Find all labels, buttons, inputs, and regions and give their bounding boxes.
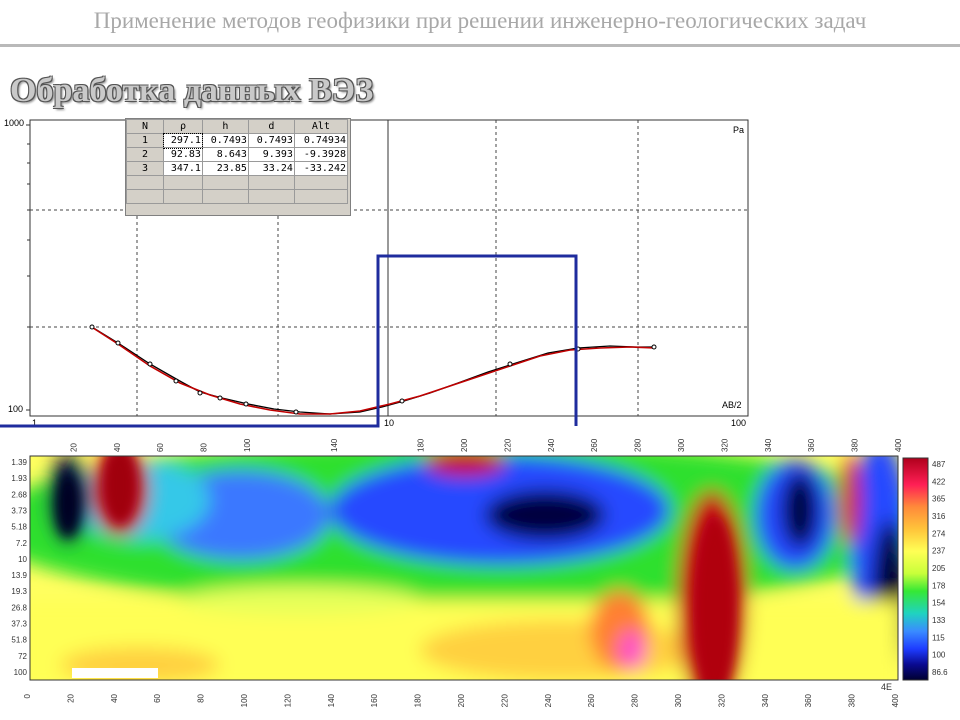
col-n: N	[126, 119, 164, 134]
table-row[interactable]: 3 347.1 23.85 33.24 -33.242	[126, 161, 349, 176]
sounding-tick-label: 80	[200, 443, 209, 452]
colorbar-tick-label: 154	[932, 599, 946, 608]
sounding-tick-label: 140	[330, 438, 339, 452]
distance-tick-label: 340	[761, 693, 770, 707]
header-title: Применение методов геофизики при решении…	[93, 8, 867, 33]
table-row-empty	[126, 189, 349, 204]
sounding-tick-label: 200	[460, 438, 469, 452]
col-d: d	[247, 119, 295, 134]
depth-tick-label: 3.73	[11, 506, 27, 515]
header-divider	[0, 44, 960, 47]
distance-tick-label: 0	[23, 693, 32, 698]
section-fill	[30, 456, 898, 680]
x-label-100: 100	[731, 418, 746, 428]
depth-tick-label: 51.8	[11, 636, 27, 645]
colorbar	[902, 457, 929, 681]
distance-tick-label: 400	[891, 693, 900, 707]
depth-tick-label: 13.9	[11, 571, 27, 580]
depth-tick-label: 37.3	[11, 620, 27, 629]
colorbar-tick-label: 487	[932, 460, 946, 469]
x-label-1: 1	[32, 418, 37, 428]
sounding-tick-label: 180	[417, 438, 426, 452]
distance-tick-label: 60	[153, 693, 162, 702]
depth-tick-label: 19.3	[11, 587, 27, 596]
sounding-tick-label: 320	[720, 438, 729, 452]
section-corner-text: 4E	[881, 682, 892, 692]
distance-tick-label: 220	[500, 693, 509, 707]
x-label-10: 10	[384, 418, 394, 428]
colorbar-tick-label: 422	[932, 477, 946, 486]
colorbar-tick-label: 365	[932, 495, 946, 504]
depth-axis: 1.39 1.93 2.68 3.73 5.18 7.2 10 13.9 19.3 26.8 37.…	[11, 458, 27, 677]
sounding-tick-label: 340	[764, 438, 773, 452]
colorbar-tick-label: 237	[932, 547, 946, 556]
depth-tick-label: 7.2	[16, 539, 28, 548]
distance-tick-label: 140	[327, 693, 336, 707]
sounding-tick-label: 260	[590, 438, 599, 452]
distance-tick-label: 120	[283, 693, 292, 707]
sounding-tick-label: 300	[677, 438, 686, 452]
distance-tick-label: 20	[66, 693, 75, 702]
distance-tick-label: 160	[370, 693, 379, 707]
colorbar-tick-label: 86.6	[932, 668, 948, 677]
col-h: h	[201, 119, 249, 134]
distance-tick-label: 80	[197, 693, 206, 702]
depth-tick-label: 10	[18, 555, 27, 564]
distance-tick-label: 280	[631, 693, 640, 707]
plot-y-ticks	[26, 124, 30, 411]
colorbar-tick-label: 274	[932, 529, 946, 538]
measured-points	[89, 324, 657, 415]
distance-tick-label: 180	[414, 693, 423, 707]
sounding-tick-label: 220	[503, 438, 512, 452]
model-curve	[89, 325, 656, 415]
curve-label: Pa	[733, 125, 744, 135]
x-axis-label: AB/2	[722, 400, 742, 410]
depth-tick-label: 100	[14, 668, 28, 677]
colorbar-tick-label: 178	[932, 581, 946, 590]
table-row-empty	[126, 175, 349, 190]
sounding-tick-label: 400	[894, 438, 903, 452]
distance-tick-label: 100	[240, 693, 249, 707]
col-rho: ρ	[163, 119, 203, 134]
depth-tick-label: 2.68	[11, 490, 27, 499]
distance-tick-label: 360	[804, 693, 813, 707]
colorbar-tick-label: 100	[932, 651, 946, 660]
sounding-tick-label: 360	[807, 438, 816, 452]
sounding-tick-label: 280	[634, 438, 643, 452]
distance-tick-label: 300	[674, 693, 683, 707]
distance-tick-label: 200	[457, 693, 466, 707]
depth-tick-label: 1.93	[11, 474, 27, 483]
distance-tick-label: 380	[848, 693, 857, 707]
sounding-tick-label: 60	[156, 443, 165, 452]
y-label-top: 1000	[4, 118, 24, 128]
table-row[interactable]: 2 92.83 8.643 9.393 -9.3928	[126, 147, 349, 162]
distance-tick-label: 260	[587, 693, 596, 707]
table-row[interactable]: 1 297.1 0.7493 0.7493 0.74934	[126, 132, 349, 149]
section-frame	[29, 455, 899, 681]
colorbar-tick-label: 316	[932, 512, 946, 521]
slide-title: Обработка данных ВЭЗ	[10, 72, 374, 109]
sounding-tick-label: 20	[69, 443, 78, 452]
colorbar-tick-label: 133	[932, 616, 946, 625]
distance-tick-label: 40	[110, 693, 119, 702]
distance-tick-label: 240	[544, 693, 553, 707]
depth-tick-label: 5.18	[11, 523, 27, 532]
colorbar-tick-label: 115	[932, 633, 945, 642]
ves-layer-table: N ρ h d Alt 1 297.1 0.7493 0.7493 0.7493…	[125, 118, 351, 216]
sounding-tick-label: 40	[113, 443, 122, 452]
sounding-points-axis: 20 40 60 80 100 140 180 200 220 240 260 280 300 320 34…	[69, 438, 903, 452]
distance-tick-label: 320	[717, 693, 726, 707]
y-label-bottom: 100	[8, 404, 23, 414]
sounding-tick-label: 100	[243, 438, 252, 452]
depth-tick-label: 1.39	[11, 458, 27, 467]
distance-axis: 0 20 40 60 80 100 120 140 160 180 200 220 240 260 280 3…	[23, 693, 900, 707]
depth-tick-label: 26.8	[11, 603, 27, 612]
colorbar-tick-label: 205	[932, 564, 946, 573]
colorbar-labels: 487 422 365 316 274 237 205 178 154 133 115 100 86.6	[932, 460, 948, 677]
depth-tick-label: 72	[18, 652, 27, 661]
sounding-tick-label: 240	[547, 438, 556, 452]
sounding-tick-label: 380	[851, 438, 860, 452]
